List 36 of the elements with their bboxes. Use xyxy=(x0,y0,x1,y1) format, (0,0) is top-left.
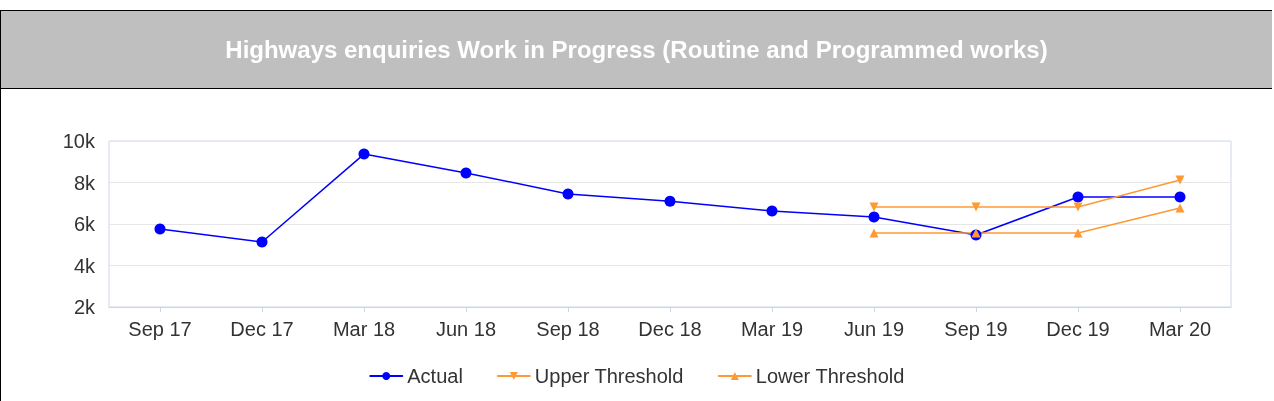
x-tick-label: Mar 18 xyxy=(332,318,396,340)
point xyxy=(358,148,370,160)
x-tick-label: Mar 20 xyxy=(1148,318,1212,340)
legend-label: Actual xyxy=(407,365,463,387)
point xyxy=(1073,228,1083,238)
x-tick-label: Sep 18 xyxy=(536,318,600,340)
y-tick-label: 6k xyxy=(73,213,96,235)
point xyxy=(664,195,676,207)
point xyxy=(766,205,778,217)
x-tick-label: Sep 17 xyxy=(128,318,192,340)
point xyxy=(869,228,879,238)
point xyxy=(154,223,166,235)
point xyxy=(460,167,472,179)
y-tick-label: 4k xyxy=(73,254,96,277)
point xyxy=(869,202,879,212)
x-tick-label: Dec 19 xyxy=(1046,318,1110,340)
x-tick-label: Jun 19 xyxy=(843,318,905,340)
y-tick-label: 10k xyxy=(62,130,96,152)
chart-title: Highways enquiries Work in Progress (Routine and Programmed works) xyxy=(1,11,1272,89)
point xyxy=(256,236,268,248)
x-tick-label: Jun 18 xyxy=(435,318,497,340)
point xyxy=(1175,203,1185,213)
x-tick-label: Dec 17 xyxy=(230,318,294,340)
legend-label: Upper Threshold xyxy=(534,365,684,387)
point xyxy=(1174,191,1186,203)
point xyxy=(868,211,880,223)
point xyxy=(971,202,981,212)
x-tick-label: Mar 19 xyxy=(740,318,804,340)
x-tick-label: Sep 19 xyxy=(944,318,1008,340)
legend-label: Lower Threshold xyxy=(755,365,905,387)
point xyxy=(1072,191,1084,203)
y-tick-label: 8k xyxy=(73,171,96,194)
x-tick-label: Dec 18 xyxy=(638,318,702,340)
point xyxy=(1073,202,1083,212)
y-tick-label: 2k xyxy=(73,296,96,318)
point xyxy=(562,188,574,200)
